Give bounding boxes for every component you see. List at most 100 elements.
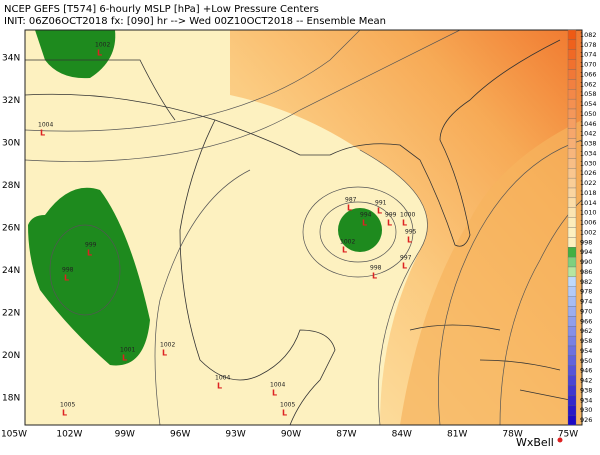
lat-label: 22N xyxy=(2,309,20,319)
colorbar-swatch xyxy=(567,335,577,347)
colorbar-swatch xyxy=(567,98,577,110)
colorbar-swatch xyxy=(567,247,577,258)
colorbar-label: 990 xyxy=(580,258,592,266)
lat-axis: 34N 32N 30N 28N 26N 24N 22N 20N 18N xyxy=(2,54,20,404)
low-pressure-value: 999 xyxy=(85,242,97,249)
colorbar-label: 926 xyxy=(580,416,592,424)
lat-label: 24N xyxy=(2,266,20,276)
colorbar-swatch xyxy=(567,187,577,199)
colorbar-swatch xyxy=(567,207,577,218)
title: NCEP GEFS [T574] 6-hourly MSLP [hPa] +Lo… xyxy=(4,4,319,15)
colorbar-swatch xyxy=(567,128,577,139)
colorbar-swatch xyxy=(567,227,577,238)
colorbar-label: 994 xyxy=(580,248,592,256)
colorbar-label: 1002 xyxy=(580,228,597,236)
colorbar-swatch xyxy=(567,355,577,366)
colorbar-swatch xyxy=(567,256,577,268)
colorbar-swatch xyxy=(567,217,577,228)
lat-label: 30N xyxy=(2,139,20,149)
low-symbol: L xyxy=(387,219,392,228)
colorbar-swatch xyxy=(567,197,577,208)
colorbar-swatch xyxy=(567,237,577,248)
low-symbol: L xyxy=(282,409,287,418)
colorbar-swatch xyxy=(567,138,577,149)
lon-label: 105W xyxy=(1,430,27,440)
colorbar-label: 1010 xyxy=(580,209,597,217)
colorbar-label: 1054 xyxy=(580,100,597,108)
colorbar-label: 1082 xyxy=(580,31,597,39)
lat-label: 18N xyxy=(2,394,20,404)
low-pressure-value: 1001 xyxy=(120,347,135,354)
low-pressure-value: 994 xyxy=(360,212,372,219)
colorbar-label: 970 xyxy=(580,307,592,315)
colorbar-swatch xyxy=(567,158,577,169)
low-pressure-value: 1004 xyxy=(38,122,53,129)
low-pressure-value: 997 xyxy=(400,255,412,262)
low-pressure-value: 991 xyxy=(375,200,387,207)
low-symbol: L xyxy=(372,272,377,281)
lon-label: 93W xyxy=(225,430,245,440)
colorbar-label: 1050 xyxy=(580,110,597,118)
low-pressure-value: 1004 xyxy=(215,375,230,382)
low-pressure-value: 1005 xyxy=(60,402,75,409)
low-pressure-value: 995 xyxy=(405,229,417,236)
colorbar-label: 930 xyxy=(580,406,592,414)
colorbar-swatch xyxy=(567,405,577,416)
colorbar-label: 1046 xyxy=(580,120,597,128)
colorbar-swatch xyxy=(567,385,577,396)
colorbar-label: 966 xyxy=(580,317,592,325)
colorbar-swatch xyxy=(567,79,577,90)
colorbar-label: 962 xyxy=(580,327,592,335)
low-pressure-value: 999 xyxy=(385,212,397,219)
colorbar-swatch xyxy=(567,414,577,426)
lon-axis: 105W 102W 99W 96W 93W 90W 87W 84W 81W 78W 75W xyxy=(1,430,578,440)
colorbar-label: 942 xyxy=(580,377,592,385)
low-pressure-value: 987 xyxy=(345,197,357,204)
lat-label: 26N xyxy=(2,224,20,234)
colorbar-swatch xyxy=(567,326,577,337)
low-symbol: L xyxy=(377,207,382,216)
low-pressure-value: 1002 xyxy=(95,42,110,49)
colorbar-label: 1030 xyxy=(580,159,597,167)
low-symbol: L xyxy=(362,219,367,228)
lon-label: 75W xyxy=(558,430,578,440)
map-frame xyxy=(24,29,583,426)
colorbar-swatch xyxy=(567,108,577,120)
colorbar-label: 946 xyxy=(580,367,592,375)
colorbar-label: 1058 xyxy=(580,90,597,98)
low-symbol: L xyxy=(64,274,69,283)
colorbar-label: 934 xyxy=(580,396,592,404)
low-pressure-value: 1002 xyxy=(160,342,175,349)
colorbar-swatch xyxy=(567,296,577,307)
low-symbol: L xyxy=(40,129,45,138)
colorbar-swatch xyxy=(567,177,577,189)
colorbar-swatch xyxy=(567,69,577,80)
colorbar-label: 1026 xyxy=(580,169,597,177)
low-symbol: L xyxy=(162,349,167,358)
low-symbol: L xyxy=(87,249,92,258)
lon-label: 90W xyxy=(281,430,301,440)
colorbar-swatch xyxy=(567,306,577,317)
low-pressure-value: 998 xyxy=(62,267,74,274)
colorbar-label: 998 xyxy=(580,238,592,246)
colorbar-label: 1042 xyxy=(580,130,597,138)
colorbar-swatch xyxy=(567,39,577,50)
colorbar-label: 954 xyxy=(580,347,592,355)
lon-label: 78W xyxy=(502,430,522,440)
low-symbol: L xyxy=(97,49,102,58)
low-pressure-value: 1002 xyxy=(340,239,355,246)
lat-label: 34N xyxy=(2,54,20,64)
colorbar-swatch xyxy=(567,89,577,100)
colorbar-label: 974 xyxy=(580,298,592,306)
colorbar-label: 1014 xyxy=(580,199,597,207)
colorbar-swatch xyxy=(567,29,577,41)
colorbar-label: 1034 xyxy=(580,149,597,157)
colorbar-label: 1062 xyxy=(580,80,597,88)
low-symbol: L xyxy=(122,354,127,363)
lon-label: 81W xyxy=(447,430,467,440)
colorbar-swatch xyxy=(567,118,577,129)
low-pressure-value: 1005 xyxy=(280,402,295,409)
colorbar-swatch xyxy=(567,286,577,297)
